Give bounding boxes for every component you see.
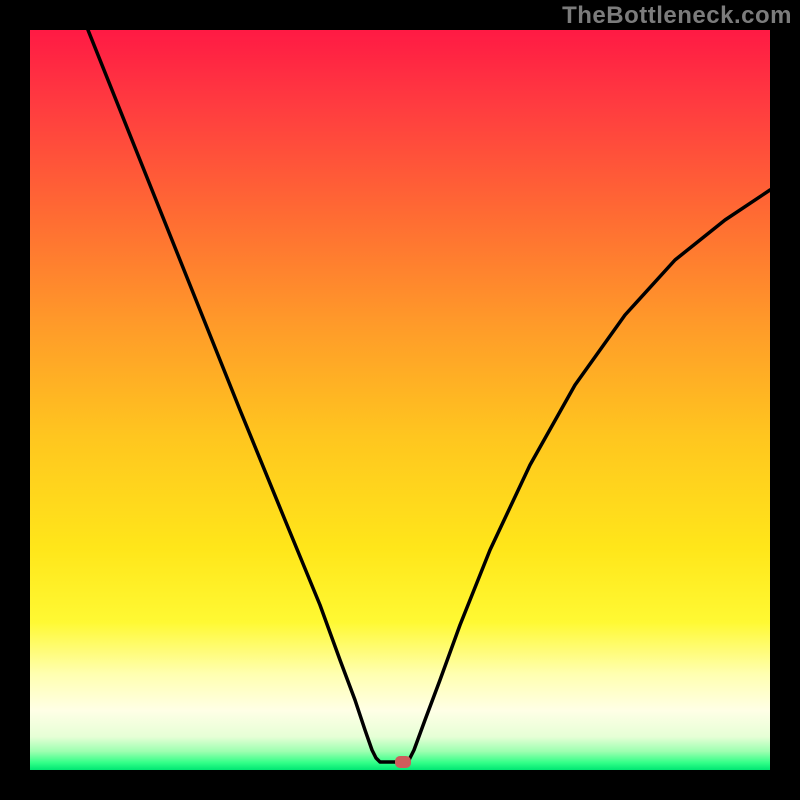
plot-area [30,30,770,770]
chart-frame: TheBottleneck.com [0,0,800,800]
bottleneck-curve [30,30,770,770]
highlight-marker [395,756,411,768]
watermark-text: TheBottleneck.com [562,2,792,30]
